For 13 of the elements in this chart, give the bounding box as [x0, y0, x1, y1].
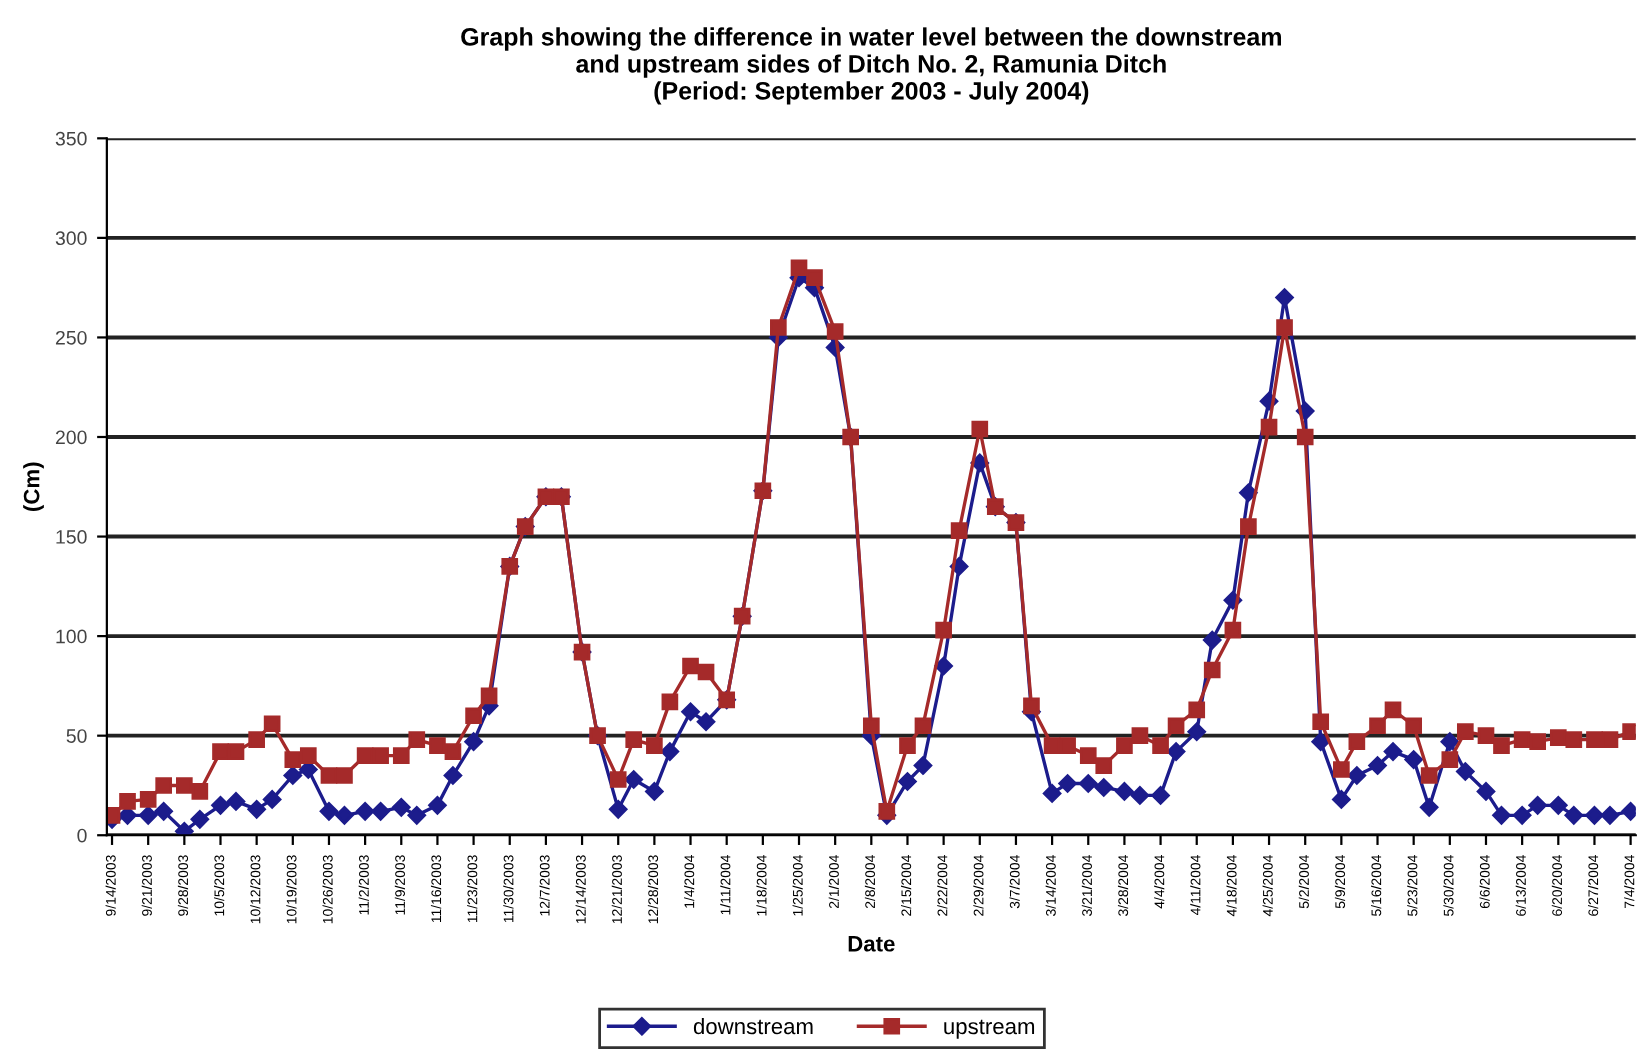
legend-label: downstream [693, 1017, 813, 1035]
y-tick-label: 250 [55, 330, 87, 345]
legend-label: upstream [944, 1019, 1035, 1039]
y-tick-label: 300 [55, 231, 87, 246]
y-axis-title: (Cm) [23, 462, 44, 511]
y-tick-label: 200 [55, 430, 87, 445]
y-tick-label: 350 [55, 131, 87, 146]
x-axis-title: Date [848, 936, 895, 952]
chart-title: Graph showing the difference in water level between the downstream and upstream sides of Ditch No. 2, Ramunia Ditch (Period: September 2003 - July 2004) [461, 27, 1281, 105]
y-tick-label: 0 [77, 828, 87, 843]
y-tick-label: 50 [66, 729, 87, 743]
y-tick-label: 150 [56, 530, 87, 544]
y-tick-label: 100 [56, 629, 87, 644]
